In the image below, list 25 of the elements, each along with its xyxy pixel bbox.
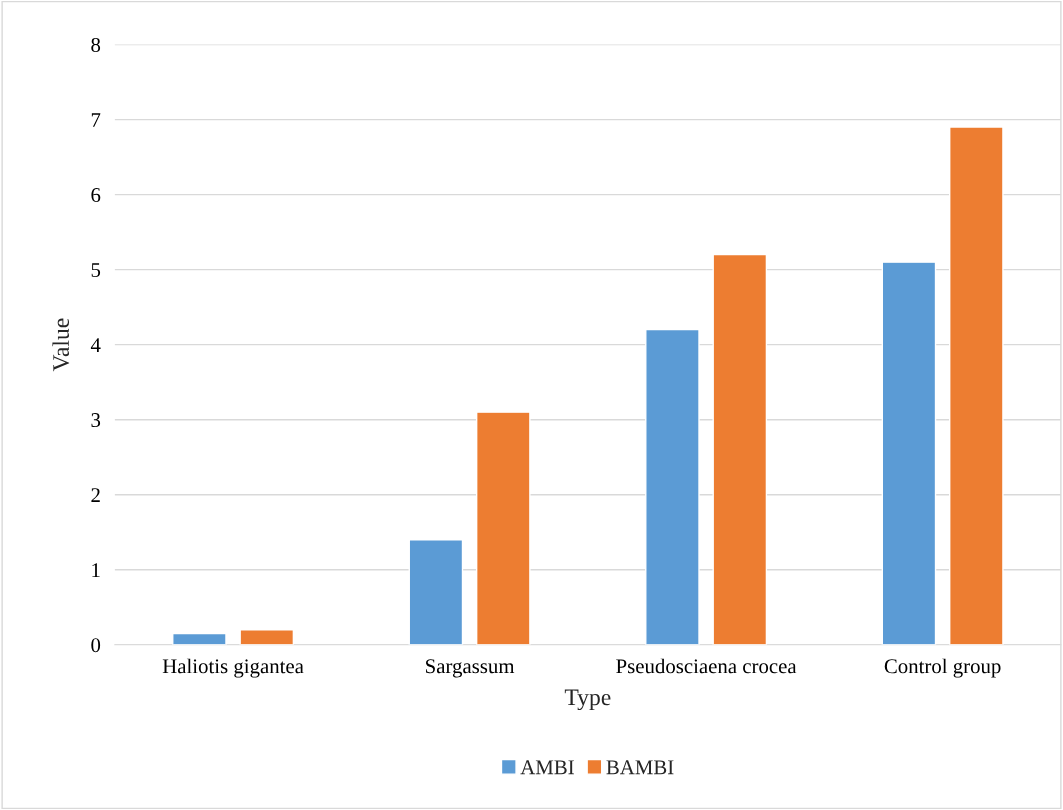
y-tick-label: 8 xyxy=(91,37,101,52)
bar xyxy=(475,411,531,645)
legend-label: BAMBI xyxy=(606,760,674,775)
legend-label: AMBI xyxy=(520,760,574,775)
y-tick-label: 1 xyxy=(92,563,100,577)
bar xyxy=(949,126,1004,645)
x-tick-label: Sargassum xyxy=(426,659,515,678)
bar xyxy=(881,261,937,645)
y-tick-label: 3 xyxy=(91,413,101,428)
y-axis-title: Value xyxy=(52,318,70,372)
bar xyxy=(239,629,295,645)
y-tick-label: 7 xyxy=(91,113,101,127)
y-tick-label: 5 xyxy=(91,263,101,278)
y-tick-label: 0 xyxy=(91,638,101,653)
bar xyxy=(712,253,768,645)
x-tick-label: Haliotis gigantea xyxy=(162,658,304,678)
y-tick-label: 2 xyxy=(91,488,100,502)
bar xyxy=(408,539,464,645)
x-axis-title: Type xyxy=(564,689,611,711)
y-tick-label: 6 xyxy=(91,188,101,203)
y-tick-label: 4 xyxy=(90,338,101,352)
bar xyxy=(172,632,227,645)
x-tick-label: Control group xyxy=(884,658,1001,678)
x-tick-label: Pseudosciaena crocea xyxy=(616,658,797,674)
bar xyxy=(645,328,700,645)
